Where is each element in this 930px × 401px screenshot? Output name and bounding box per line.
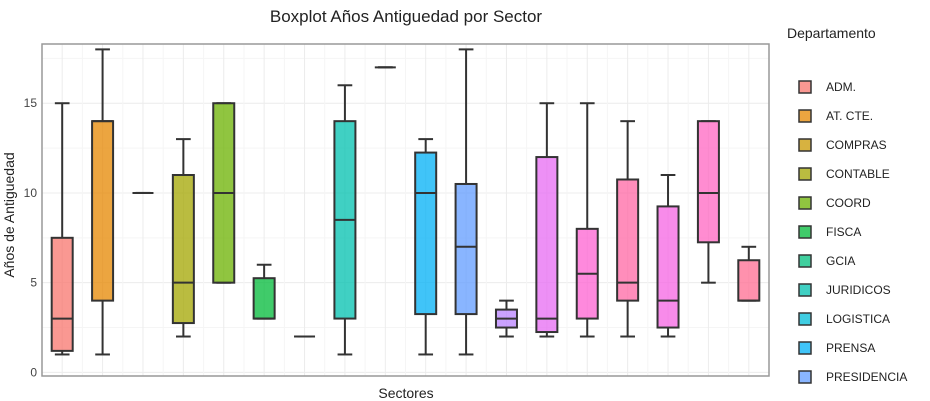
legend-item-at-cte-[interactable]: AT. CTE. — [798, 109, 873, 123]
y-tick-label: 15 — [24, 96, 38, 110]
box-presidencia[interactable] — [454, 48, 478, 356]
legend-label: COMPRAS — [826, 138, 887, 152]
box-body — [91, 120, 115, 302]
box-sector-13[interactable] — [535, 102, 559, 338]
box-contable[interactable] — [171, 138, 195, 338]
box-fisca[interactable] — [252, 263, 276, 320]
legend-swatch — [798, 370, 812, 384]
box-body — [171, 174, 195, 325]
chart-title: Boxplot Años Antiguedad por Sector — [270, 7, 543, 26]
legend-swatch — [798, 109, 812, 123]
legend-swatch — [798, 341, 812, 355]
legend-item-gcia[interactable]: GCIA — [798, 254, 855, 268]
legend-item-prensa[interactable]: PRENSA — [798, 341, 875, 355]
legend-label: GCIA — [826, 254, 855, 268]
legend-item-compras[interactable]: COMPRAS — [798, 138, 887, 152]
y-tick-label: 5 — [30, 276, 37, 290]
box-body — [737, 259, 761, 302]
box-body — [414, 151, 438, 316]
box-sector-17[interactable] — [696, 120, 720, 284]
legend-label: FISCA — [826, 225, 861, 239]
plot-area: 0 5 10 15 — [24, 43, 770, 379]
box-prensa[interactable] — [414, 138, 438, 356]
x-axis-title: Sectores — [378, 385, 433, 401]
legend-swatch — [798, 196, 812, 210]
box-sector-16[interactable] — [656, 174, 680, 338]
box-body — [616, 178, 640, 302]
legend-item-coord[interactable]: COORD — [798, 196, 871, 210]
box-body — [535, 156, 559, 334]
legend-swatch — [798, 283, 812, 297]
box-sector-14[interactable] — [575, 102, 599, 338]
box-body — [454, 182, 478, 316]
legend-label: AT. CTE. — [826, 109, 873, 123]
y-axis-title: Años de Antiguedad — [1, 152, 17, 277]
box-body — [50, 236, 74, 352]
legend-swatch — [798, 225, 812, 239]
legend-swatch — [798, 167, 812, 181]
legend-item-presidencia[interactable]: PRESIDENCIA — [798, 370, 907, 384]
legend-swatch — [798, 138, 812, 152]
box-body — [696, 120, 720, 244]
legend-label: COORD — [826, 196, 871, 210]
legend-item-juridicos[interactable]: JURIDICOS — [798, 283, 891, 297]
legend-label: PRENSA — [826, 341, 875, 355]
legend[interactable]: ADM. AT. CTE. COMPRAS CONTABLE COORD FISCA GCI… — [798, 80, 907, 384]
legend-label: PRESIDENCIA — [826, 370, 907, 384]
legend-label: JURIDICOS — [826, 283, 891, 297]
y-tick-label: 0 — [30, 365, 37, 379]
legend-swatch — [798, 312, 812, 326]
box-sector-18[interactable] — [737, 245, 761, 302]
box-body — [656, 205, 680, 329]
legend-label: ADM. — [826, 80, 856, 94]
legend-item-contable[interactable]: CONTABLE — [798, 167, 890, 181]
legend-label: LOGISTICA — [826, 312, 890, 326]
box-juridicos[interactable] — [333, 84, 357, 356]
box-sector-12[interactable] — [494, 299, 518, 338]
plot-frame — [41, 43, 770, 377]
legend-title: Departamento — [787, 25, 876, 41]
legend-swatch — [798, 80, 812, 94]
legend-item-adm-[interactable]: ADM. — [798, 80, 856, 94]
legend-item-fisca[interactable]: FISCA — [798, 225, 861, 239]
box-at-cte-[interactable] — [91, 48, 115, 356]
legend-item-logistica[interactable]: LOGISTICA — [798, 312, 890, 326]
legend-label: CONTABLE — [826, 167, 890, 181]
box-adm-[interactable] — [50, 102, 74, 356]
legend-swatch — [798, 254, 812, 268]
box-body — [252, 277, 276, 320]
box-coord[interactable] — [212, 102, 236, 284]
box-sector-15[interactable] — [616, 120, 640, 338]
y-tick-label: 10 — [24, 186, 38, 200]
